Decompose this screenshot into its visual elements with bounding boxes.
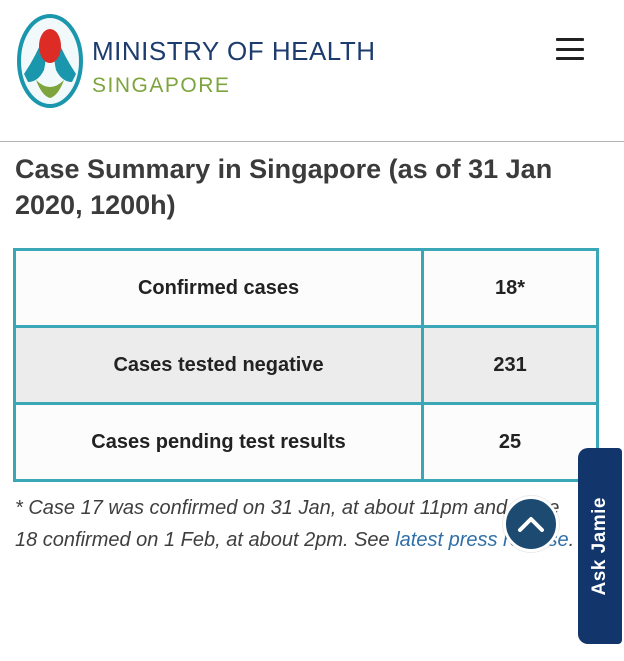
- ask-jamie-label: Ask Jamie: [589, 496, 610, 596]
- table-row: Confirmed cases 18*: [12, 248, 599, 328]
- header-divider: [0, 141, 624, 142]
- brand-singapore: SINGAPORE: [92, 74, 231, 97]
- row-label: Cases tested negative: [12, 325, 425, 405]
- scroll-to-top-button[interactable]: [503, 496, 559, 552]
- hamburger-menu-icon[interactable]: [556, 38, 584, 60]
- chevron-up-icon: [518, 517, 544, 532]
- moh-logo-icon: [14, 12, 86, 110]
- brand-block: MINISTRY OF HEALTH SINGAPORE: [92, 36, 376, 98]
- row-value: 25: [421, 402, 599, 482]
- ask-jamie-tab[interactable]: Ask Jamie: [578, 448, 622, 644]
- brand-ministry-of-health: MINISTRY OF HEALTH: [92, 36, 376, 66]
- table-row: Cases pending test results 25: [12, 402, 599, 482]
- footnote-period: .: [568, 529, 575, 551]
- page-title: Case Summary in Singapore (as of 31 Jan …: [15, 154, 553, 220]
- row-value: 231: [421, 325, 599, 405]
- case-summary-table: Confirmed cases 18* Cases tested negativ…: [12, 248, 599, 482]
- row-label: Confirmed cases: [12, 248, 425, 328]
- table-row: Cases tested negative 231: [12, 325, 599, 405]
- footnote: * Case 17 was confirmed on 31 Jan, at ab…: [15, 492, 587, 556]
- row-value: 18*: [421, 248, 599, 328]
- row-label: Cases pending test results: [12, 402, 425, 482]
- footnote-text: * Case 17 was confirmed on 31 Jan, at ab…: [15, 497, 560, 551]
